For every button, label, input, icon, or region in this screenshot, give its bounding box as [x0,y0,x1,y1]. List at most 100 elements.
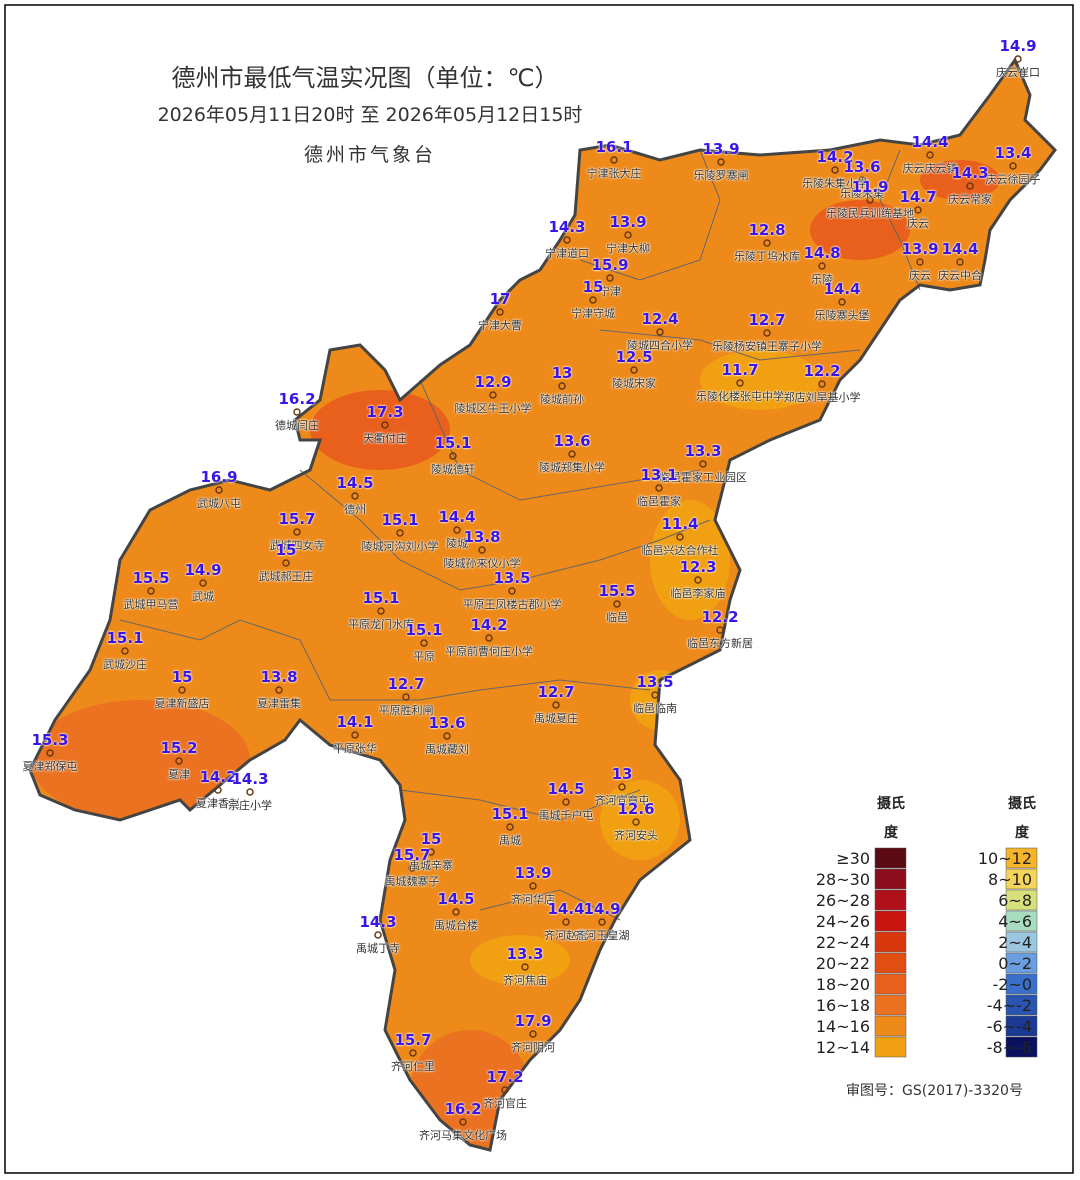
station-value: 13.8 [463,528,501,546]
station-name: 陵城德轩 [431,463,475,476]
station-value: 12.7 [748,311,786,329]
station-value: 16.2 [444,1100,482,1118]
station-name: 齐河官庄 [483,1097,527,1110]
station-name: 平原前曹何庄小学 [445,645,533,658]
station-value: 14.3 [231,770,269,788]
station-value: 13.4 [994,144,1032,162]
station-dot [293,408,301,416]
station-value: 15.1 [491,805,529,823]
station-name: 齐河赵官 [544,929,588,942]
legend-label: 28~30 [815,870,870,889]
legend-label: 20~22 [815,954,870,973]
station-dot [408,864,416,872]
station-name: 夏津雷集 [257,697,301,710]
station-value: 14.9 [999,37,1037,55]
agency: 德州市气象台 [303,144,437,166]
station-name: 禹城藏刘 [425,743,469,756]
station-dot [589,296,597,304]
station-dot [420,639,428,647]
station-value: 14.4 [911,133,949,151]
station-value: 13.5 [636,673,674,691]
station-name: 齐河马集文化广场 [419,1129,507,1142]
station-dot [402,693,410,701]
station-dot [214,786,222,794]
station-name: 庆云 [907,217,929,230]
station-dot [199,579,207,587]
station-name: 齐河宣章屯 [594,794,650,807]
station-value: 14.9 [184,561,222,579]
station-name: 乐陵丁坞水库 [734,250,800,263]
station-dot [598,918,606,926]
station-value: 14.4 [547,900,585,918]
station-dot [293,528,301,536]
station-value: 17 [489,290,511,308]
legend-swatch [1005,868,1038,890]
station-dot [632,818,640,826]
station-value: 13.9 [609,213,647,231]
station-value: 14.8 [803,244,841,262]
station-value: 13.6 [553,432,591,450]
station-name: 陵城四合小学 [627,339,693,352]
station-dot [521,963,529,971]
station-name: 乐陵化楼张屯中学 [696,390,784,403]
legend-swatch [1005,1036,1038,1058]
legend-label: 14~16 [815,1017,870,1036]
station-value: 15.1 [434,434,472,452]
station-name: 齐河阴河 [511,1041,555,1054]
legend-swatch [1005,1015,1038,1037]
station-dot [651,691,659,699]
station-dot [916,258,924,266]
station-value: 13.6 [843,158,881,176]
station-value: 16.1 [595,138,633,156]
review-number: 审图号：GS(2017)-3320号 [846,1083,1023,1099]
station-name: 武城八屯 [197,497,241,510]
station-dot [1009,162,1017,170]
station-name: 宁津道口 [545,247,589,260]
station-name: 禹城丁寺 [356,942,400,955]
station-value: 15.1 [405,621,443,639]
station-dot [215,486,223,494]
station-dot [351,731,359,739]
station-name: 临邑霍家 [637,495,681,508]
legend-swatch [874,931,907,953]
station-name: 夏津郑保屯 [22,760,78,773]
station-value: 11.9 [851,178,889,196]
station-value: 12.3 [679,558,717,576]
station-value: 12.5 [615,348,653,366]
station-value: 15 [420,830,442,848]
legend-swatch [1005,931,1038,953]
station-value: 12.6 [617,800,655,818]
station-name: 夏津香赵 [196,797,240,810]
station-dot [351,492,359,500]
legend-swatch [1005,847,1038,869]
station-dot [858,176,866,184]
station-dot [699,460,707,468]
station-value: 13.5 [493,569,531,587]
station-dot [618,783,626,791]
legend-label: ≥30 [836,849,870,868]
station-name: 临邑李家庙 [670,587,726,600]
station-value: 13.9 [901,240,939,258]
station-name: 宁津 [599,285,621,298]
station-name: 武城沙庄 [103,658,147,671]
station-name: 禹城千户屯 [538,809,594,822]
station-name: 陵城 [446,537,468,550]
station-dot [914,206,922,214]
station-value: 13.1 [640,466,678,484]
station-dot [966,182,974,190]
station-dot [506,823,514,831]
station-dot [147,587,155,595]
station-value: 13.9 [514,864,552,882]
station-value: 14.2 [816,148,854,166]
station-dot [630,366,638,374]
station-dot [562,798,570,806]
station-name: 德城闫庄 [275,419,319,432]
region-outline [28,56,1057,1152]
station-name: 齐河焦庙 [503,974,547,987]
station-value: 15 [582,278,604,296]
station-value: 14.4 [823,280,861,298]
station-value: 15.7 [394,1031,432,1049]
station-name: 武城四女寺 [269,539,325,552]
station-value: 15.9 [591,256,629,274]
legend-title: 摄氏度 [1008,796,1036,841]
